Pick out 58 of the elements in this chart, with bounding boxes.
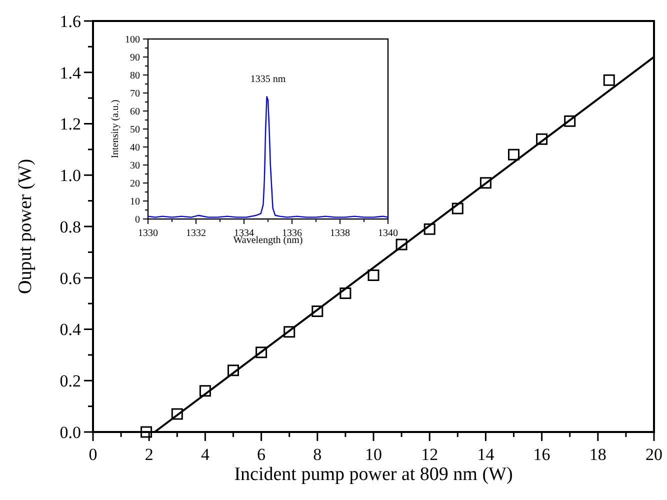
x-tick-label: 18 (589, 445, 606, 464)
line-series (147, 96, 389, 218)
point (536, 133, 548, 145)
y-tick-label: 60 (130, 106, 140, 118)
point (480, 177, 492, 189)
point (396, 238, 408, 250)
y-tick-label: 0.2 (60, 372, 81, 391)
y-tick-label: 0.4 (60, 320, 82, 340)
x-axis-title: Wavelength (nm) (233, 235, 303, 246)
point (508, 148, 520, 160)
x-tick-label: 10 (365, 445, 382, 464)
x-tick-label: 16 (533, 445, 550, 464)
point (140, 426, 152, 438)
x-tick-label: 1330 (138, 228, 158, 239)
point (424, 223, 436, 235)
x-tick-label: 14 (477, 445, 495, 464)
y-tick-label: 90 (130, 52, 140, 64)
y-tick-label: 10 (130, 196, 140, 208)
y-tick-label: 0 (135, 214, 140, 226)
y-tick-label: 30 (130, 160, 140, 172)
x-tick-label: 20 (646, 445, 662, 464)
x-tick-label: 4 (200, 445, 210, 464)
x-tick-label: 1338 (330, 228, 350, 239)
y-axis-title: Intensity (a.u.) (110, 100, 121, 158)
y-tick-label: 1.4 (60, 63, 82, 82)
x-axis-title: Incident pump power at 809 nm (W) (234, 464, 513, 485)
point (171, 408, 183, 420)
x-tick-label: 0 (88, 445, 98, 464)
point (199, 385, 211, 397)
y-tick-label: 1.6 (60, 12, 81, 31)
y-tick-label: 70 (130, 88, 140, 100)
y-tick-label: 80 (130, 70, 140, 82)
y-tick-label: 100 (125, 34, 140, 46)
y-tick-label: 0.0 (60, 422, 81, 442)
y-tick-label: 0.8 (60, 217, 81, 236)
y-tick-label: 40 (130, 142, 140, 154)
x-tick-label: 6 (257, 445, 266, 464)
y-tick-label: 0.6 (60, 268, 81, 288)
point (603, 74, 615, 86)
point (312, 306, 324, 318)
point (564, 115, 576, 127)
y-axis-title: Ouput power (W) (15, 158, 36, 294)
y-tick-label: 20 (130, 178, 140, 190)
point (284, 326, 296, 338)
point (228, 364, 239, 376)
x-tick-label: 1332 (186, 228, 206, 239)
annotation: 1335 nm (250, 74, 286, 86)
x-tick-label: 2 (144, 445, 154, 464)
x-tick-label: 8 (313, 445, 322, 464)
y-tick-label: 50 (130, 124, 140, 136)
point (340, 288, 352, 300)
x-tick-label: 1340 (378, 228, 398, 239)
point (452, 202, 464, 214)
y-tick-label: 1.0 (60, 166, 81, 186)
y-tick-label: 1.2 (60, 114, 81, 134)
point (368, 270, 380, 282)
point (256, 346, 268, 358)
x-tick-label: 12 (421, 445, 438, 464)
